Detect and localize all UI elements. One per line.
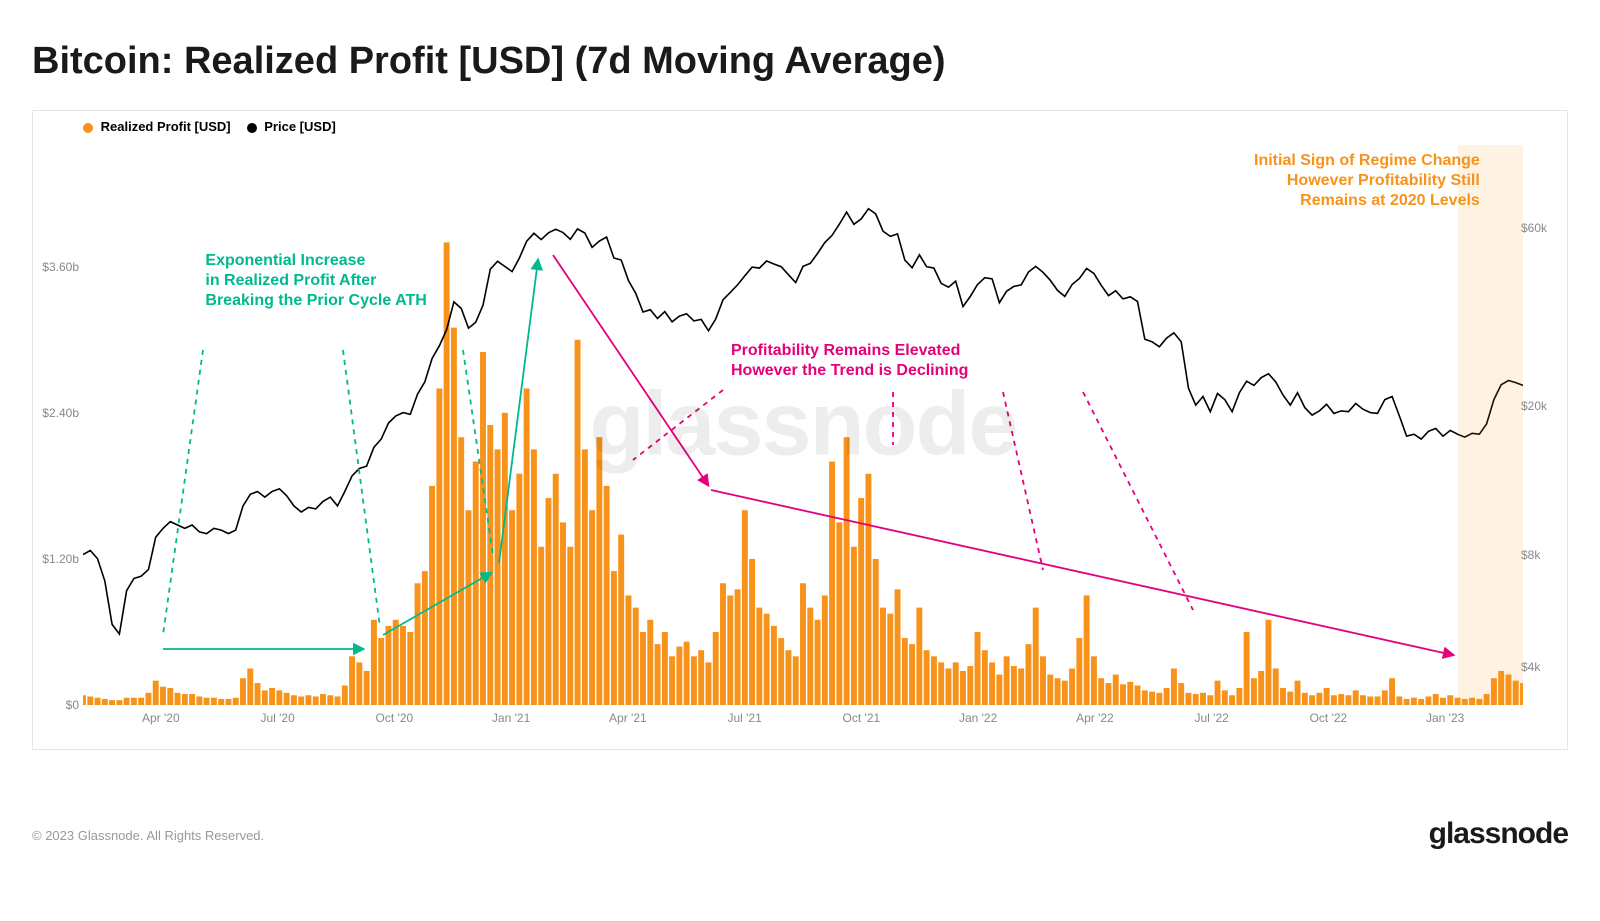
legend-label-profit: Realized Profit [USD] <box>101 119 231 134</box>
y-left-tick: $1.20b <box>33 552 79 566</box>
plot-svg <box>83 145 1523 705</box>
x-tick: Apr '21 <box>609 711 647 725</box>
y-left-tick: $0 <box>33 698 79 712</box>
footer-copyright: © 2023 Glassnode. All Rights Reserved. <box>32 828 264 843</box>
y-right-tick: $4k <box>1521 660 1567 674</box>
legend-label-price: Price [USD] <box>264 119 336 134</box>
y-right-tick: $60k <box>1521 221 1567 235</box>
legend-item-profit: Realized Profit [USD] <box>83 119 231 134</box>
x-tick: Jul '22 <box>1194 711 1228 725</box>
x-axis: Apr '20 Jul '20 Oct '20 Jan '21 Apr '21 Jul '… <box>83 711 1523 735</box>
y-right-tick: $8k <box>1521 548 1567 562</box>
x-tick: Apr '22 <box>1076 711 1114 725</box>
chart-title: Bitcoin: Realized Profit [USD] (7d Movin… <box>32 40 945 83</box>
x-tick: Jul '20 <box>260 711 294 725</box>
legend-dot-profit <box>83 123 93 133</box>
chart-frame: Realized Profit [USD] Price [USD] $0 $1.2… <box>32 110 1568 750</box>
y-left-tick: $3.60b <box>33 260 79 274</box>
x-tick: Jan '22 <box>959 711 997 725</box>
y-axis-left: $0$1.20b$2.40b$3.60b <box>33 145 83 705</box>
x-tick: Apr '20 <box>142 711 180 725</box>
footer-brand: glassnode <box>1429 817 1568 851</box>
y-right-tick: $20k <box>1521 399 1567 413</box>
plot-area: glassnode Exponential Increasein Realize… <box>83 145 1523 705</box>
y-axis-right: $4k $8k $20k $60k <box>1517 145 1567 705</box>
x-tick: Oct '21 <box>843 711 881 725</box>
legend: Realized Profit [USD] Price [USD] <box>83 119 336 134</box>
x-tick: Jan '21 <box>492 711 530 725</box>
legend-item-price: Price [USD] <box>247 119 336 134</box>
y-left-tick: $2.40b <box>33 406 79 420</box>
x-tick: Jul '21 <box>727 711 761 725</box>
x-tick: Oct '22 <box>1310 711 1348 725</box>
x-tick: Jan '23 <box>1426 711 1464 725</box>
x-tick: Oct '20 <box>376 711 414 725</box>
price-line <box>83 209 1523 634</box>
legend-dot-price <box>247 123 257 133</box>
profit-bars <box>83 242 1523 705</box>
